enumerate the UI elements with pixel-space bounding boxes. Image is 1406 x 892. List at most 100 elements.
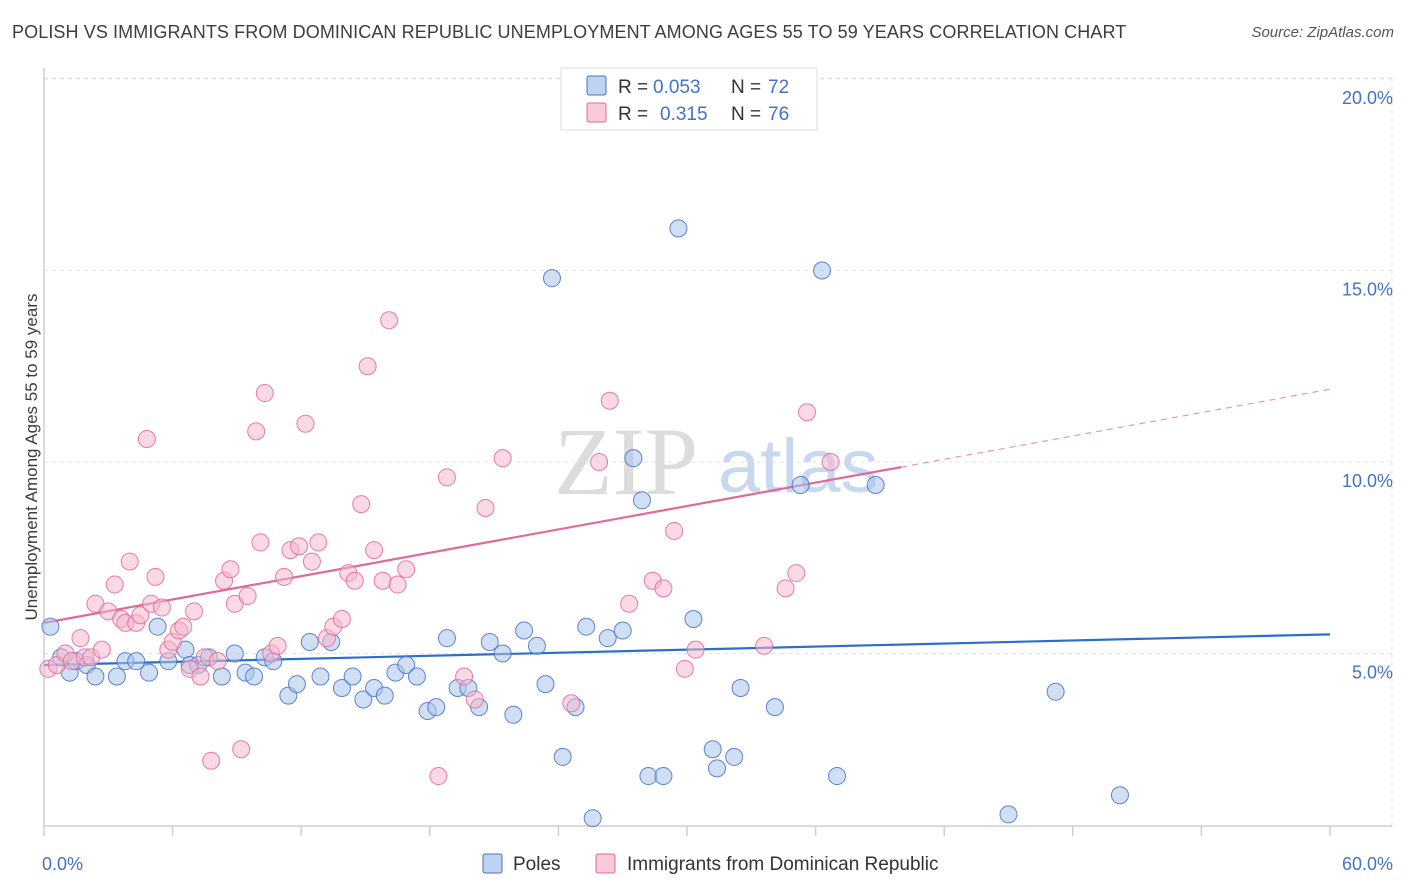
point-s0-69 [999,805,1018,824]
point-s1-50 [345,571,364,590]
point-s0-54 [624,449,643,468]
point-s1-26 [191,667,210,686]
point-s0-67 [828,767,847,786]
legend-r-value-1: 0.053 [653,77,701,98]
point-s1-65 [590,453,609,471]
point-s1-73 [755,636,774,655]
point-s1-45 [309,533,328,552]
point-s1-59 [437,468,456,487]
legend-r-value-2: 0.315 [660,104,708,125]
legend-r-label-2: R = [618,104,648,125]
legend-r-label-1: R = [618,77,648,98]
point-s1-77 [821,453,840,471]
point-s0-56 [639,767,658,786]
point-s1-31 [221,560,240,579]
point-s0-34 [407,667,426,686]
point-s0-68 [866,475,885,494]
point-s0-66 [813,261,832,280]
point-s0-53 [613,621,632,640]
point-s1-43 [296,414,315,433]
point-s0-59 [684,610,703,629]
point-s0-60 [703,740,722,759]
point-s1-56 [388,575,407,594]
point-s0-58 [669,219,688,238]
legend-n-value-1: 72 [768,77,789,98]
axes [43,68,1392,836]
point-s1-69 [654,579,673,598]
point-s1-13 [120,552,139,571]
point-s0-45 [527,636,546,655]
point-s0-43 [504,705,523,724]
point-s0-6 [107,667,126,686]
x-tick-label-1: 60.0% [1342,854,1393,874]
point-s0-36 [427,698,446,717]
point-s0-63 [731,678,750,697]
point-s1-4 [71,629,90,648]
point-s1-52 [358,357,377,376]
point-s1-25 [185,602,204,621]
point-s0-48 [553,747,572,766]
bottom-legend-swatch-poles [482,853,503,874]
point-s1-53 [365,541,384,560]
point-s1-44 [302,552,321,571]
point-s1-58 [429,767,448,786]
point-s0-42 [493,644,512,663]
point-s1-70 [665,521,684,540]
point-s1-76 [798,403,817,422]
point-s1-71 [675,659,694,678]
legend-n-label-2: N = [731,104,761,125]
point-s1-67 [620,594,639,613]
bottom-legend-poles: Poles [513,854,561,875]
point-s0-57 [654,767,673,786]
point-s1-8 [92,640,111,659]
point-s0-24 [300,633,319,652]
y-tick-label-0: 5.0% [1352,663,1393,683]
point-s1-57 [397,560,416,579]
point-s0-65 [791,475,810,494]
point-s0-52 [598,629,617,648]
point-s1-34 [238,587,257,606]
point-s0-23 [287,675,306,694]
bottom-legend: Poles Immigrants from Dominican Republic [482,853,939,875]
y-axis-label: Unemployment Among Ages 55 to 59 years [22,294,41,621]
point-s1-37 [255,384,274,403]
point-s0-41 [480,633,499,652]
point-s1-48 [332,610,351,629]
point-s0-61 [708,759,727,778]
point-s1-55 [380,311,399,330]
point-s1-72 [686,640,705,659]
point-s0-50 [577,617,596,636]
point-s0-70 [1046,682,1065,701]
data-points [39,219,1129,828]
y-tick-label-2: 15.0% [1342,280,1393,300]
y-tick-label-1: 10.0% [1342,471,1393,491]
point-s1-15 [131,606,150,625]
point-s0-17 [225,644,244,663]
point-s1-75 [787,564,806,583]
point-s0-5 [86,667,105,686]
point-s1-74 [776,579,795,598]
source-label: Source: ZipAtlas.com [1251,24,1394,41]
y-tick-labels: 5.0% 10.0% 15.0% 20.0% [1342,88,1393,683]
point-s1-19 [152,598,171,617]
point-s1-61 [465,690,484,709]
point-s1-23 [174,617,193,636]
point-s0-62 [725,747,744,766]
point-s1-29 [208,652,227,671]
y-tick-label-3: 20.0% [1342,88,1393,108]
point-s1-64 [562,694,581,713]
point-s1-39 [268,636,287,655]
point-s0-51 [583,809,602,828]
trend-line-ext-1 [901,388,1331,468]
point-s0-9 [140,663,159,682]
trend-line-1 [43,466,902,624]
legend-box: R = 0.053 N = 72 R = 0.315 N = 76 [560,67,818,131]
point-s0-28 [343,667,362,686]
point-s1-66 [600,391,619,410]
chart-title: POLISH VS IMMIGRANTS FROM DOMINICAN REPU… [12,22,1127,42]
point-s1-10 [105,575,124,594]
x-tick-label-0: 0.0% [42,854,83,874]
point-s0-46 [536,675,555,694]
point-s1-33 [232,740,251,759]
